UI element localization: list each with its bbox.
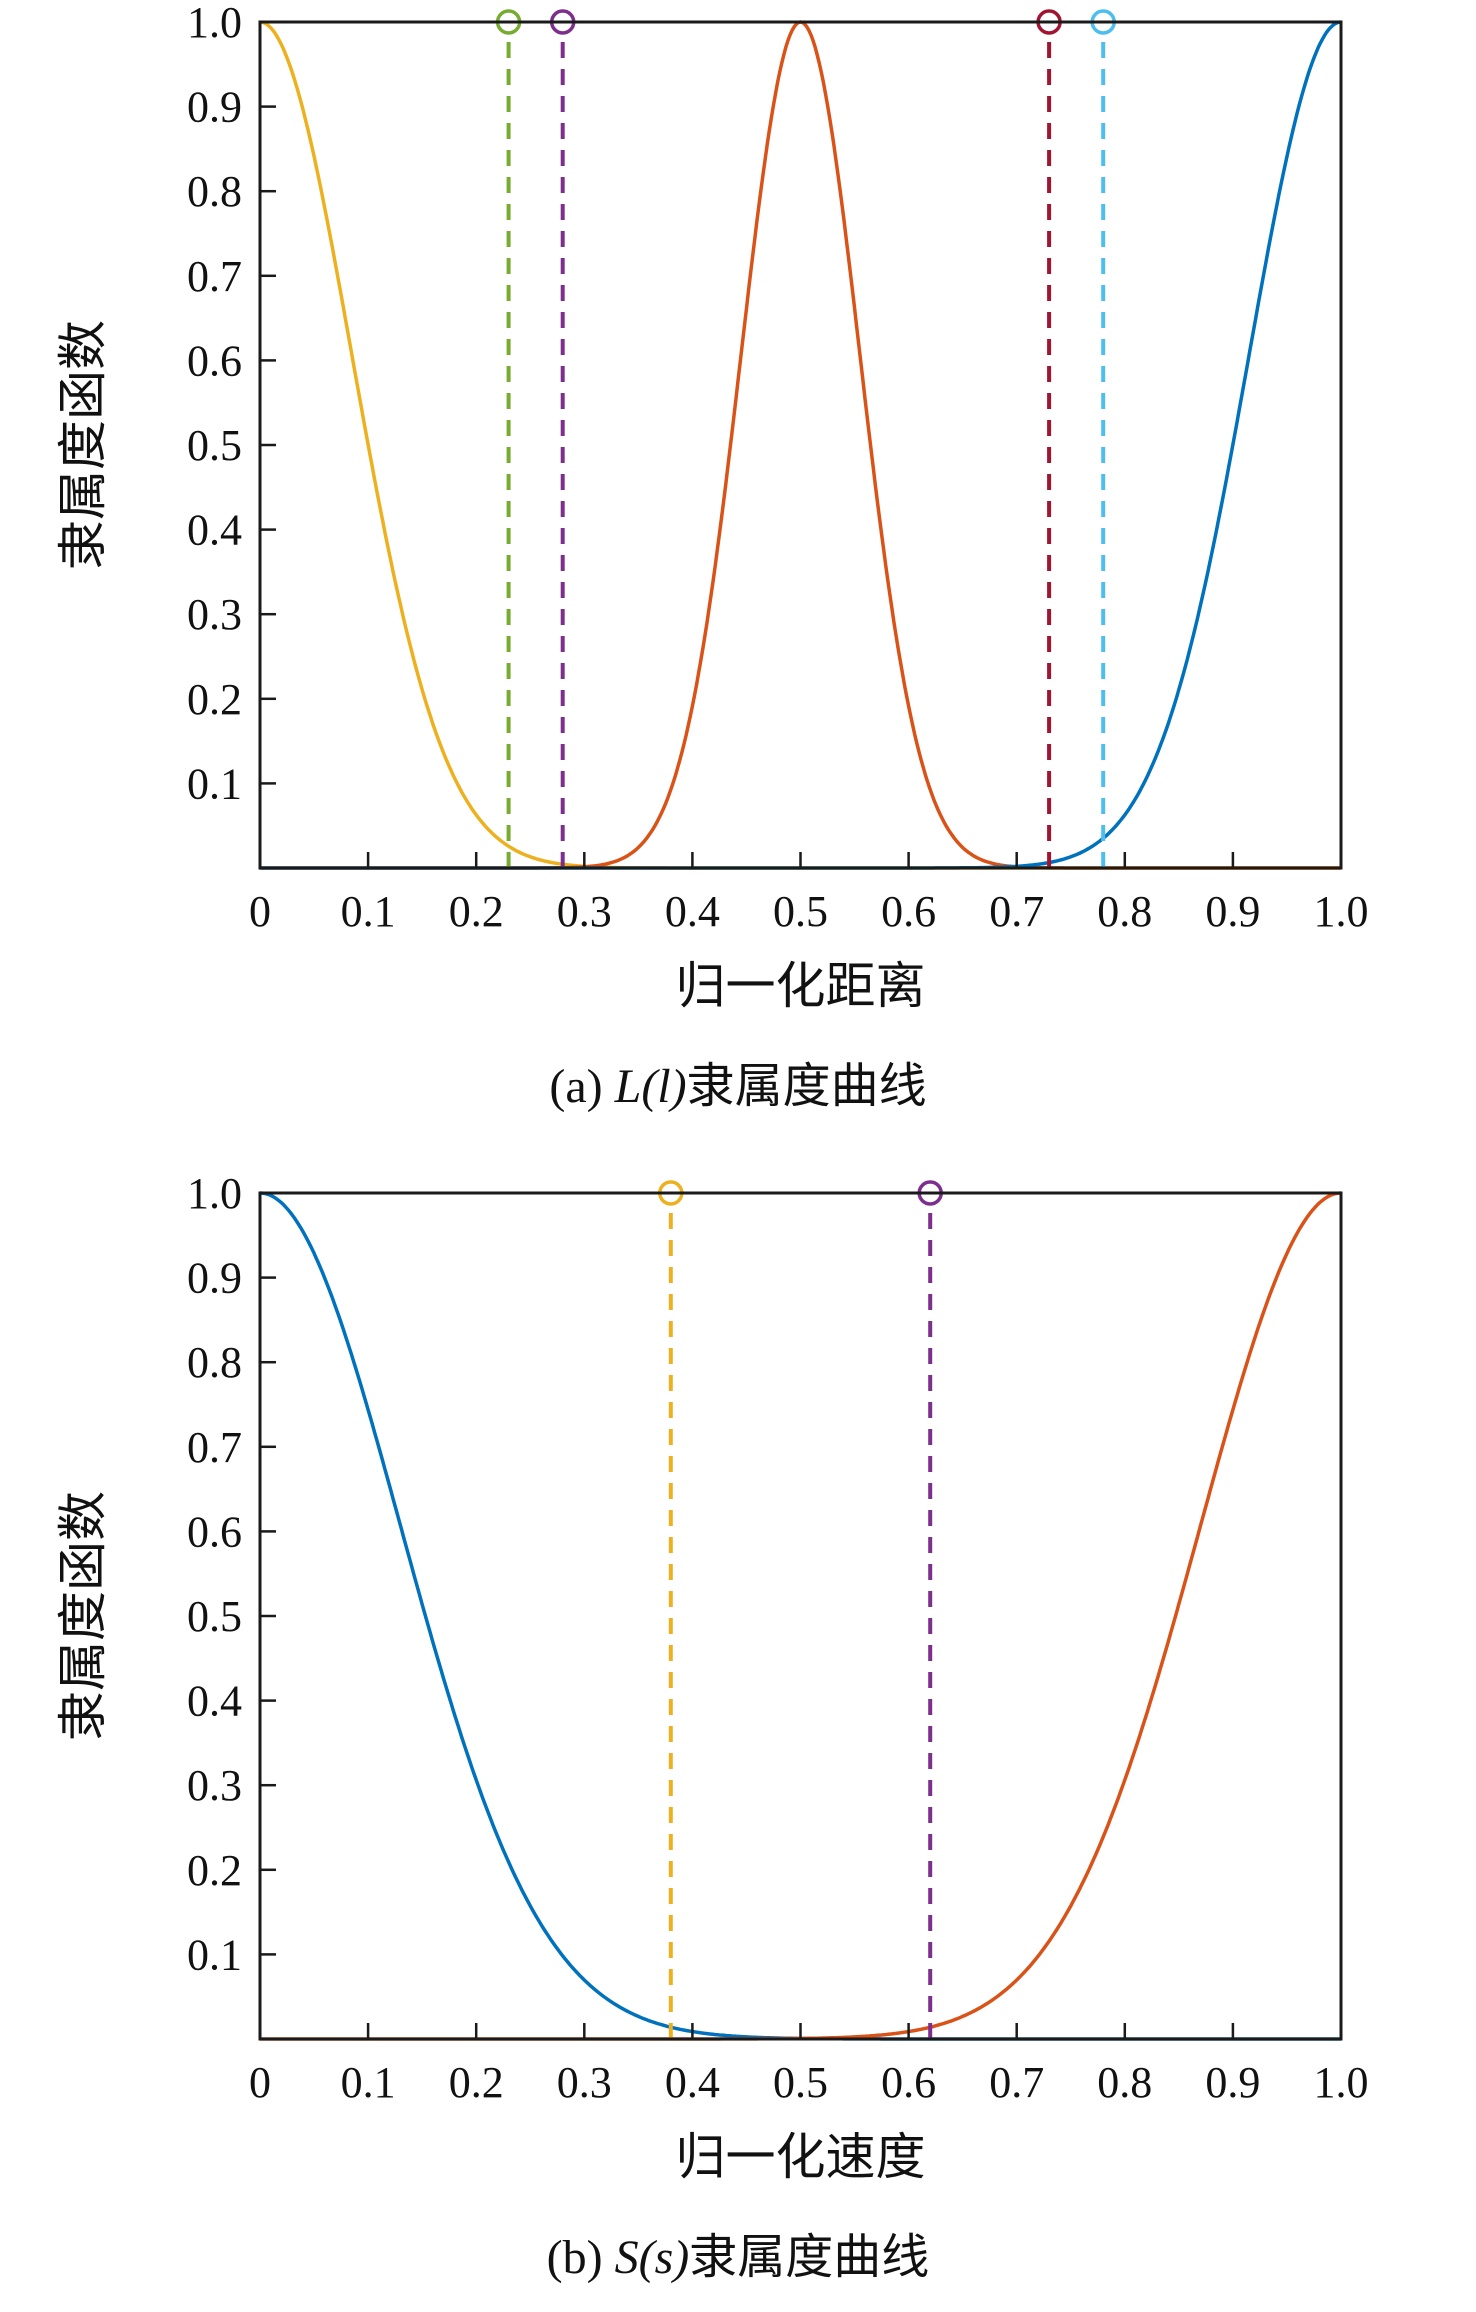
figure-a: 0 0.1 0.2 0.3 0.4 0.5 0.6 0.7 0.8 0.9 1.0 0.1 0.2 0.3…	[0, 0, 1476, 1113]
membership-chart-b: 0 0.1 0.2 0.3 0.4 0.5 0.6 0.7 0.8 0.9 1.0 0.1 0.2 0.3…	[55, 1171, 1369, 2185]
y-tick-label: 1.0	[187, 1171, 242, 1218]
y-tick-label: 0.3	[187, 590, 242, 639]
x-tick-label: 0.3	[557, 2058, 612, 2107]
membership-curve	[260, 20, 1341, 870]
y-tick-label: 0.9	[187, 1254, 242, 1303]
caption-a-formula: L(l)	[614, 1060, 687, 1113]
caption-b-suffix: 隶属度曲线	[689, 2231, 930, 2284]
x-tick-label: 0.8	[1097, 887, 1152, 936]
x-tick-label: 0.3	[557, 887, 612, 936]
membership-curve	[260, 20, 1342, 870]
caption-b: (b) S(s)隶属度曲线	[0, 2217, 1476, 2284]
y-tick-label: 1.0	[187, 0, 242, 47]
x-tick-label: 0	[249, 887, 271, 936]
x-axis-label: 归一化距离	[676, 958, 926, 1014]
y-tick-label: 0.7	[187, 252, 242, 301]
y-tick-label: 0.6	[187, 1507, 242, 1556]
x-axis-label: 归一化速度	[676, 2129, 926, 2185]
caption-a: (a) L(l)隶属度曲线	[0, 1046, 1476, 1113]
y-tick-label: 0.8	[187, 167, 242, 216]
y-tick-label: 0.2	[187, 1846, 242, 1895]
plot-box	[258, 20, 1343, 870]
x-tick-label: 1.0	[1314, 887, 1369, 936]
y-tick-label: 0.3	[187, 1761, 242, 1810]
y-tick-label: 0.1	[187, 1930, 242, 1979]
x-tick-label: 0.1	[341, 2058, 396, 2107]
x-tick-label: 0.8	[1097, 2058, 1152, 2107]
y-tick-label: 0.8	[187, 1338, 242, 1387]
caption-a-prefix: (a)	[549, 1060, 615, 1113]
x-tick-label: 0.5	[773, 887, 828, 936]
membership-curve	[260, 1191, 1342, 2041]
x-tick-label: 0.5	[773, 2058, 828, 2107]
membership-curve	[259, 1191, 1341, 2041]
x-tick-label: 0.1	[341, 887, 396, 936]
x-tick-label: 1.0	[1314, 2058, 1369, 2107]
figure-b: 0 0.1 0.2 0.3 0.4 0.5 0.6 0.7 0.8 0.9 1.0 0.1 0.2 0.3…	[0, 1171, 1476, 2284]
caption-b-prefix: (b)	[546, 2231, 615, 2284]
x-tick-label: 0.7	[989, 2058, 1044, 2107]
y-tick-label: 0.4	[187, 506, 242, 555]
plot-box	[258, 1191, 1343, 2041]
x-tick-label: 0.4	[665, 887, 720, 936]
x-tick-label: 0.4	[665, 2058, 720, 2107]
membership-curve	[259, 20, 1341, 870]
x-tick-label: 0	[249, 2058, 271, 2107]
y-tick-label: 0.4	[187, 1677, 242, 1726]
y-axis-label: 隶属度函数	[55, 1491, 111, 1741]
x-tick-label: 0.9	[1205, 2058, 1260, 2107]
y-tick-label: 0.2	[187, 675, 242, 724]
y-tick-label: 0.7	[187, 1423, 242, 1472]
caption-b-formula: S(s)	[614, 2231, 690, 2284]
x-tick-label: 0.2	[449, 2058, 504, 2107]
y-tick-label: 0.5	[187, 421, 242, 470]
membership-chart-a: 0 0.1 0.2 0.3 0.4 0.5 0.6 0.7 0.8 0.9 1.0 0.1 0.2 0.3…	[55, 0, 1369, 1014]
x-tick-label: 0.6	[881, 2058, 936, 2107]
y-axis-label: 隶属度函数	[55, 320, 111, 570]
y-tick-label: 0.5	[187, 1592, 242, 1641]
caption-a-suffix: 隶属度曲线	[686, 1060, 927, 1113]
x-tick-label: 0.2	[449, 887, 504, 936]
x-tick-label: 0.9	[1205, 887, 1260, 936]
y-tick-label: 0.6	[187, 336, 242, 385]
y-tick-label: 0.1	[187, 759, 242, 808]
y-tick-label: 0.9	[187, 83, 242, 132]
x-tick-label: 0.6	[881, 887, 936, 936]
x-tick-label: 0.7	[989, 887, 1044, 936]
